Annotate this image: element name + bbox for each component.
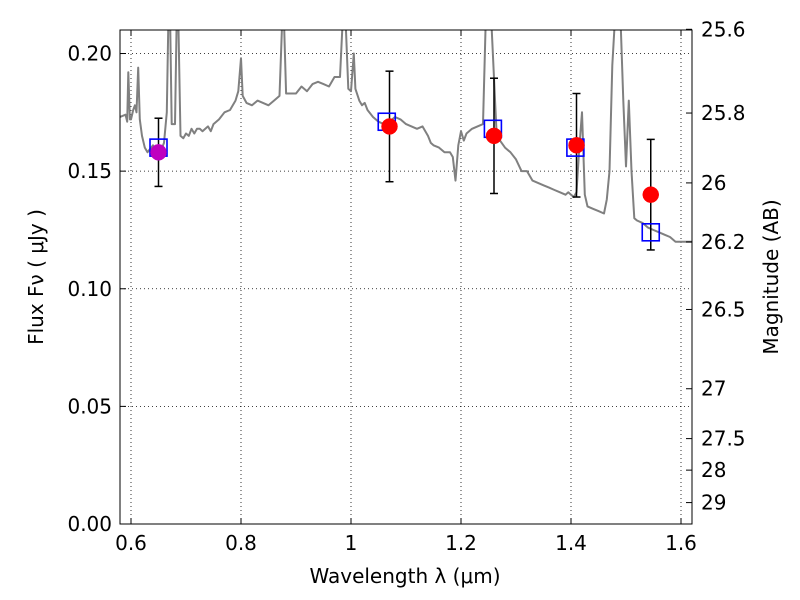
axes: 0.6 0.8 1 1.2 1.4 1.6 0.00 0.05 0.10 0.15 0.20 25.6…	[67, 17, 745, 555]
right-tick-label: 25.8	[701, 101, 746, 125]
right-tick-label: 25.6	[701, 17, 746, 41]
y-tick-label: 0.10	[67, 277, 112, 301]
y-axis-title: Flux Fν ( μJy )	[24, 209, 48, 345]
right-tick-label: 28	[701, 458, 726, 482]
x-tick-label: 1.6	[665, 531, 697, 555]
x-axis-title: Wavelength λ (μm)	[309, 564, 500, 588]
right-tick-label: 29	[701, 491, 726, 515]
y-tick-label: 0.15	[67, 159, 112, 183]
right-tick-label: 27.5	[701, 427, 746, 451]
right-tick-label: 26.2	[701, 230, 746, 254]
y-tick-label: 0.20	[67, 42, 112, 66]
observed-point	[381, 118, 398, 135]
right-tick-label: 26.5	[701, 297, 746, 321]
y-tick-label: 0.00	[67, 512, 112, 536]
x-tick-label: 1	[345, 531, 358, 555]
x-tick-label: 0.6	[115, 531, 147, 555]
x-tick-label: 1.2	[445, 531, 477, 555]
y-axis-right-title: Magnitude (AB)	[759, 199, 783, 354]
x-tick-label: 1.4	[555, 531, 587, 555]
y-tick-label: 0.05	[67, 394, 112, 418]
observed-point	[642, 186, 659, 203]
plot-area	[120, 30, 692, 251]
observed-point	[568, 137, 585, 154]
observed-point	[150, 144, 167, 161]
observed-point	[485, 127, 503, 145]
grid	[120, 30, 692, 524]
x-tick-label: 0.8	[225, 531, 257, 555]
right-tick-label: 26	[701, 171, 726, 195]
spectrum-line	[120, 30, 692, 243]
plot-frame	[119, 29, 693, 525]
model-square	[641, 223, 661, 242]
right-tick-label: 27	[701, 377, 726, 401]
